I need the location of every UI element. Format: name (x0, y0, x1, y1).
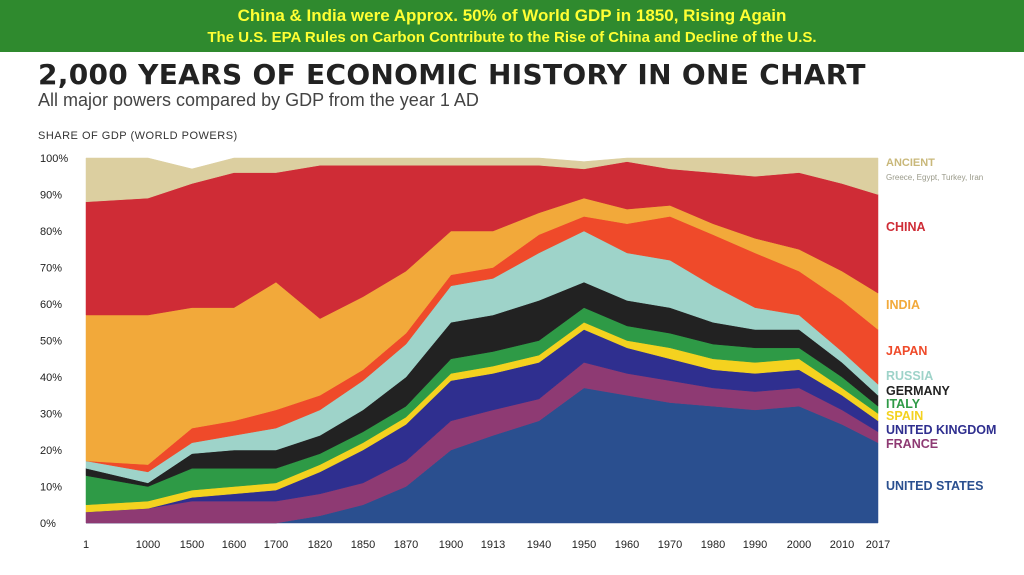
y-tick-label: 70% (40, 263, 62, 275)
legend-label-russia: RUSSIA (886, 369, 933, 383)
x-tick-label: 2017 (866, 539, 890, 551)
legend-label-ancient: ANCIENT (886, 157, 935, 169)
x-tick-label: 1500 (180, 539, 204, 551)
y-tick-label: 50% (40, 336, 62, 348)
banner-line-1: China & India were Approx. 50% of World … (237, 6, 787, 25)
y-tick-label: 80% (40, 226, 62, 238)
x-tick-label: 1900 (439, 539, 463, 551)
y-tick-label: 20% (40, 445, 62, 457)
banner-line-2: The U.S. EPA Rules on Carbon Contribute … (207, 29, 817, 46)
x-tick-label: 1850 (351, 539, 375, 551)
area-ancient (85, 157, 879, 203)
x-tick-label: 1940 (527, 539, 551, 551)
legend-label-spain: SPAIN (886, 409, 923, 423)
y-tick-label: 10% (40, 482, 62, 494)
legend-label-japan: JAPAN (886, 344, 927, 358)
banner: China & India were Approx. 50% of World … (0, 0, 1024, 52)
x-tick-label: 1950 (572, 539, 596, 551)
x-tick-label: 1 (83, 539, 89, 551)
legend-label-united-kingdom: UNITED KINGDOM (886, 423, 996, 437)
x-tick-label: 1000 (136, 539, 160, 551)
y-tick-label: 90% (40, 190, 62, 202)
y-tick-label: 40% (40, 372, 62, 384)
x-tick-label: 2010 (830, 539, 854, 551)
legend-label-china: CHINA (886, 220, 926, 234)
legend-label-germany: GERMANY (886, 384, 951, 398)
legend-label-italy: ITALY (886, 397, 921, 411)
x-tick-label: 1700 (264, 539, 288, 551)
x-tick-label: 2000 (787, 539, 811, 551)
legend-label-india: INDIA (886, 298, 920, 312)
chart-subtitle: All major powers compared by GDP from th… (38, 90, 479, 110)
legend-note-ancient: Greece, Egypt, Turkey, Iran (886, 173, 983, 182)
x-tick-label: 1913 (481, 539, 505, 551)
x-tick-label: 1990 (743, 539, 767, 551)
chart-title: 2,000 YEARS OF ECONOMIC HISTORY IN ONE C… (38, 58, 866, 91)
x-tick-label: 1870 (394, 539, 418, 551)
x-tick-label: 1820 (308, 539, 332, 551)
x-tick-label: 1970 (658, 539, 682, 551)
y-tick-label: 60% (40, 299, 62, 311)
x-tick-label: 1960 (615, 539, 639, 551)
x-tick-label: 1980 (701, 539, 725, 551)
y-tick-label: 30% (40, 409, 62, 421)
x-tick-label: 1600 (222, 539, 246, 551)
legend-label-united-states: UNITED STATES (886, 479, 983, 493)
y-tick-label: 0% (40, 518, 56, 530)
y-tick-label: 100% (40, 153, 68, 165)
y-axis-title: SHARE OF GDP (WORLD POWERS) (38, 130, 238, 142)
legend-label-france: FRANCE (886, 437, 938, 451)
